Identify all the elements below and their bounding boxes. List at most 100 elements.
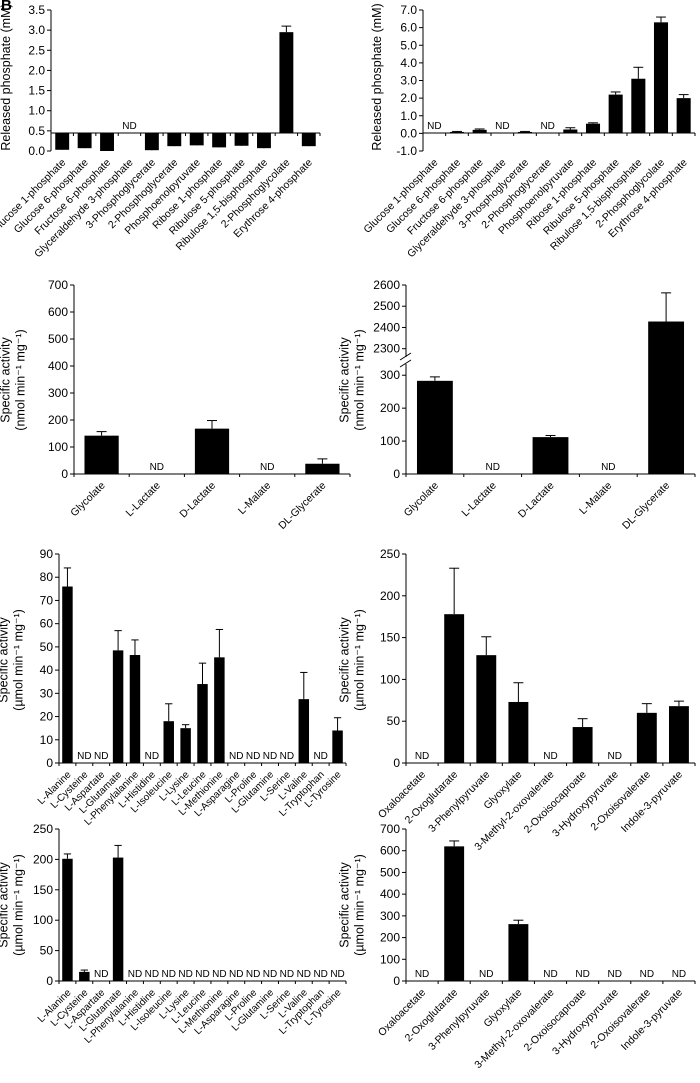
y-axis-label: (µmol min⁻¹ mg⁻¹) <box>353 854 367 956</box>
y-tick-label: 50 <box>40 640 54 654</box>
nd-label: ND <box>330 969 344 980</box>
nd-label: ND <box>540 121 554 132</box>
bar <box>416 380 453 474</box>
nd-label: ND <box>280 969 294 980</box>
category-label: L-Malate <box>236 480 273 517</box>
bar <box>197 684 208 763</box>
y-axis-label: Released phosphate (mM) <box>0 3 13 150</box>
bar <box>636 712 657 763</box>
bar <box>608 94 623 133</box>
bar <box>444 614 465 763</box>
nd-label: ND <box>297 969 311 980</box>
y-tick-label: 70 <box>40 593 54 607</box>
category-label: D-Lactate <box>516 480 557 521</box>
y-tick-label: 0 <box>46 756 53 770</box>
bar <box>257 133 271 149</box>
bar <box>676 98 691 133</box>
y-axis-label: Specific activity <box>338 617 352 703</box>
bar <box>163 721 174 763</box>
y-tick-label: 400 <box>380 887 400 901</box>
y-tick-label: 200 <box>33 852 53 866</box>
y-axis-label: (µmol min⁻¹ mg⁻¹) <box>353 609 367 711</box>
bar <box>112 857 124 981</box>
y-tick-label: 7.0 <box>400 3 417 17</box>
y-tick-label: 1.0 <box>400 109 417 123</box>
y-axis-label: (µmol min⁻¹ mg⁻¹) <box>12 854 26 956</box>
nd-label: ND <box>672 969 686 980</box>
category-label: Indole-3-pyruvate <box>619 987 685 1053</box>
y-axis-label: Specific activity <box>0 337 13 423</box>
bar <box>79 971 90 981</box>
bar <box>167 133 182 147</box>
bar <box>234 133 249 146</box>
y-tick-label: 2300 <box>373 342 400 356</box>
bar <box>668 706 689 763</box>
bar <box>279 32 294 133</box>
chart-2: -1.0 0.0 1.0 2.0 3.0 4.0 5.0 6.0 7.0 Released pho… <box>361 3 696 260</box>
y-tick-label: 250 <box>33 822 53 836</box>
bar <box>572 727 593 763</box>
nd-label: ND <box>263 751 277 762</box>
y-tick-label: 2.0 <box>400 91 417 105</box>
nd-label: ND <box>246 751 260 762</box>
nd-label: ND <box>145 969 159 980</box>
y-tick-label: 300 <box>48 386 68 400</box>
y-tick-label: 10 <box>40 733 54 747</box>
bar <box>84 435 119 474</box>
bar <box>563 129 578 133</box>
bar <box>194 428 230 474</box>
y-tick-label: 600 <box>380 844 400 858</box>
nd-label: ND <box>415 751 429 762</box>
nd-label: ND <box>601 462 615 473</box>
y-axis-label: Specific activity <box>338 337 352 423</box>
y-tick-label: 1.5 <box>28 84 45 98</box>
y-tick-label: 50 <box>387 714 401 728</box>
y-tick-label: 300 <box>380 368 400 382</box>
nd-label: ND <box>543 969 557 980</box>
y-tick-label: 0.0 <box>400 126 417 140</box>
category-label: DL-Glycerate <box>620 480 672 532</box>
y-tick-label: 30 <box>40 686 54 700</box>
nd-label: ND <box>94 751 108 762</box>
bar <box>332 730 343 763</box>
y-tick-label: 400 <box>48 359 68 373</box>
y-tick-label: 150 <box>380 631 400 645</box>
bar <box>212 133 227 148</box>
y-tick-label: 500 <box>380 865 400 879</box>
y-tick-label: 0 <box>393 467 400 481</box>
y-tick-label: 4.0 <box>400 56 417 70</box>
nd-label: ND <box>575 969 589 980</box>
y-tick-label: 700 <box>48 278 68 292</box>
bar <box>476 655 497 763</box>
y-tick-label: 50 <box>40 944 54 958</box>
y-tick-label: 2600 <box>373 278 400 292</box>
bar <box>305 463 340 474</box>
nd-label: ND <box>313 751 327 762</box>
nd-label: ND <box>313 969 327 980</box>
y-tick-label: 600 <box>48 305 68 319</box>
y-tick-label: 1.0 <box>28 104 45 118</box>
y-tick-label: 100 <box>380 672 400 686</box>
y-tick-label: 80 <box>40 570 54 584</box>
nd-label: ND <box>495 121 509 132</box>
y-tick-label: 0.0 <box>28 144 45 158</box>
y-tick-label: -1.0 <box>396 144 417 158</box>
nd-label: ND <box>128 969 142 980</box>
y-tick-label: 200 <box>380 401 400 415</box>
nd-label: ND <box>640 969 654 980</box>
y-tick-label: 100 <box>380 434 400 448</box>
y-tick-label: 100 <box>48 440 68 454</box>
panel-label: B <box>1 0 12 14</box>
y-tick-label: 250 <box>380 547 400 561</box>
nd-label: ND <box>77 751 91 762</box>
y-tick-label: 0.5 <box>28 124 45 138</box>
y-tick-label: 3.5 <box>28 3 45 17</box>
bar <box>449 131 465 133</box>
bar <box>508 701 529 763</box>
nd-label: ND <box>178 969 192 980</box>
bar <box>585 123 601 133</box>
bar <box>180 728 191 763</box>
nd-label: ND <box>479 969 493 980</box>
y-tick-label: 0 <box>393 974 400 988</box>
